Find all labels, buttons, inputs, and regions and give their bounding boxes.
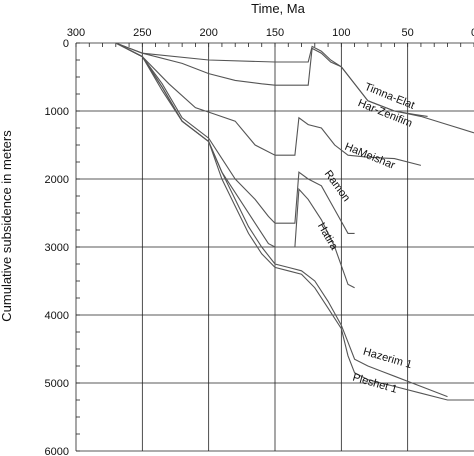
series-label: HaMeishar <box>343 141 397 172</box>
y-tick-label: 3000 <box>45 242 69 254</box>
x-tick-label: 150 <box>266 27 284 39</box>
y-tick-label: 6000 <box>45 446 69 456</box>
x-tick-label: 200 <box>199 27 217 39</box>
y-axis-title: Cumulative subsidence in meters <box>0 130 14 322</box>
series-label: Hazerim 1 <box>362 346 413 371</box>
series-labels: Timna-ElatHar-ZenifimHaMeisharRamonHatir… <box>315 81 416 396</box>
y-tick-label: 2000 <box>45 174 69 186</box>
y-tick-label: 1000 <box>45 106 69 118</box>
x-tick-label: 0 <box>471 27 474 39</box>
y-tick-label: 4000 <box>45 310 69 322</box>
x-axis-title: Time, Ma <box>251 1 305 16</box>
x-tick-label: 50 <box>402 27 414 39</box>
y-tick-label: 0 <box>63 38 69 50</box>
series-lines <box>115 42 474 401</box>
series-line <box>115 42 474 134</box>
series-line <box>115 42 422 166</box>
x-tick-label: 300 <box>67 27 85 39</box>
series-label: Ramon <box>322 168 353 204</box>
x-tick-label: 100 <box>332 27 350 39</box>
series-label: Hatira <box>315 221 341 253</box>
y-tick-label: 5000 <box>45 378 69 390</box>
series-line <box>115 42 355 234</box>
series-line <box>115 42 474 401</box>
grid <box>75 42 474 452</box>
series-line <box>115 42 355 289</box>
axis-ticks: 3002502001501005000100020003000400050006… <box>45 27 474 456</box>
x-tick-label: 250 <box>133 27 151 39</box>
